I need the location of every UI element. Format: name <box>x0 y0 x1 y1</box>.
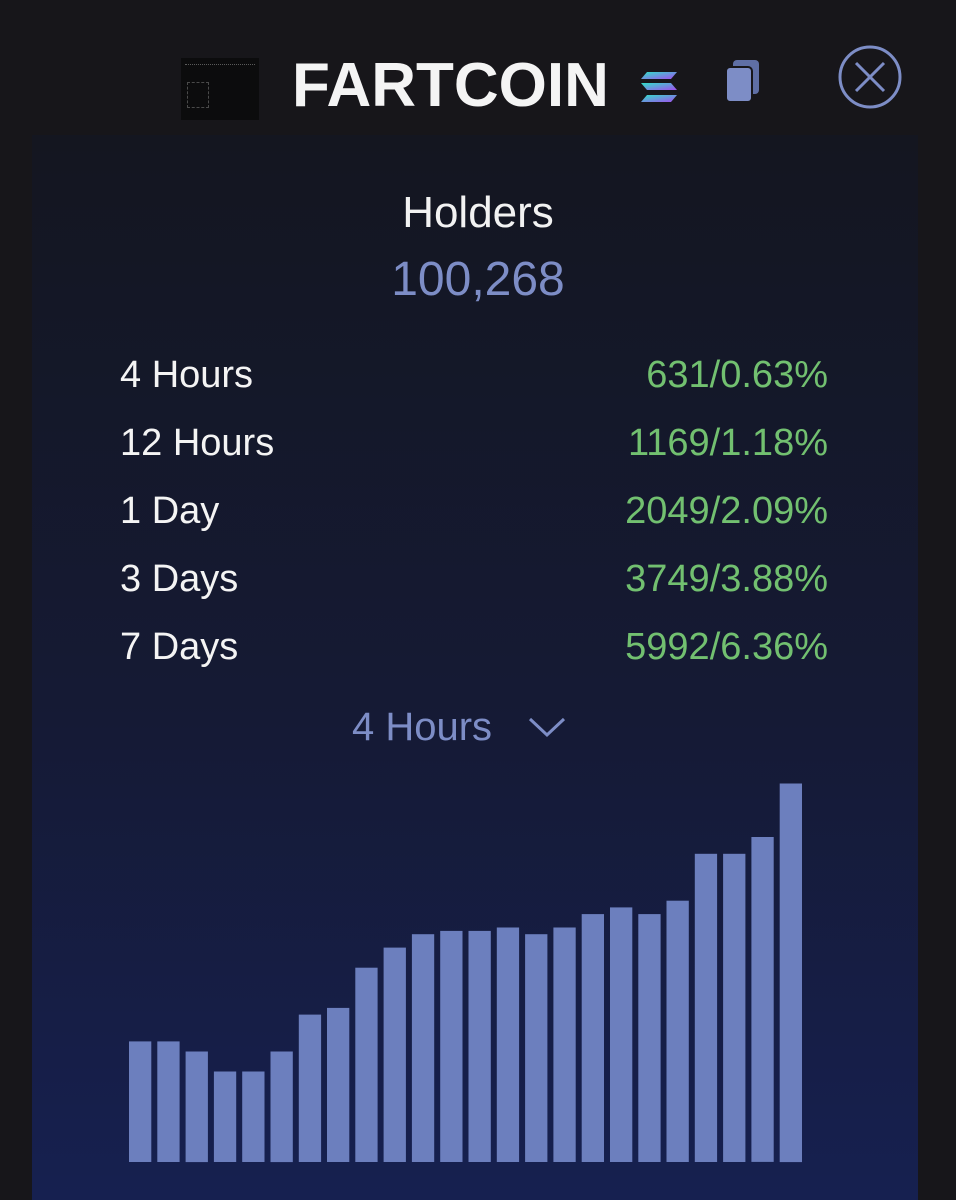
stat-row-1d: 1 Day 2049/2.09% <box>120 486 828 536</box>
stat-change-value: 2049/2.09% <box>625 489 828 532</box>
stat-row-3d: 3 Days 3749/3.88% <box>120 554 828 604</box>
token-image <box>181 58 259 120</box>
stat-change-value: 631/0.63% <box>646 353 828 396</box>
token-header: FARTCOIN <box>0 0 956 135</box>
holders-label: Holders <box>402 188 554 237</box>
copy-icon[interactable] <box>724 58 762 104</box>
token-image-art <box>187 82 209 108</box>
stat-row-4h: 4 Hours 631/0.63% <box>120 350 828 400</box>
close-icon[interactable] <box>836 43 904 111</box>
stat-row-7d: 7 Days 5992/6.36% <box>120 622 828 672</box>
stat-period-label: 4 Hours <box>120 353 254 396</box>
chevron-down-icon[interactable] <box>526 714 568 740</box>
stat-period-label: 3 Days <box>120 557 239 600</box>
stat-change-value: 5992/6.36% <box>625 625 828 668</box>
stat-change-value: 1169/1.18% <box>627 421 828 464</box>
stat-period-label: 12 Hours <box>120 421 275 464</box>
stat-period-label: 1 Day <box>120 489 220 532</box>
period-dropdown-label[interactable]: 4 Hours <box>352 704 493 749</box>
period-dropdown[interactable]: 4 Hours <box>352 700 568 754</box>
token-name: FARTCOIN <box>292 51 609 120</box>
token-image-scribble <box>185 64 255 67</box>
solana-icon <box>641 72 677 102</box>
stat-row-12h: 12 Hours 1169/1.18% <box>120 418 828 468</box>
holders-count: 100,268 <box>391 253 565 306</box>
stat-period-label: 7 Days <box>120 625 239 668</box>
stat-change-value: 3749/3.88% <box>625 557 828 600</box>
